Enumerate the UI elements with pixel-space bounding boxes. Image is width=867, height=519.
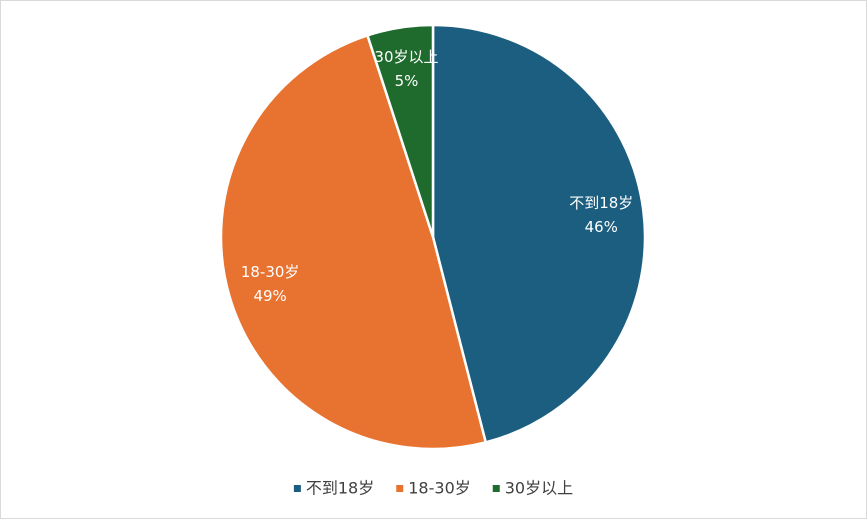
slice-value: 49% xyxy=(253,287,286,305)
pie-slice xyxy=(219,33,488,451)
legend-label: 不到18岁 xyxy=(306,479,374,498)
slice-value: 5% xyxy=(395,72,419,90)
pie-slice xyxy=(365,23,435,238)
slice-label: 30岁以上 xyxy=(374,48,438,66)
slice-value: 46% xyxy=(585,218,618,236)
legend-label: 18-30岁 xyxy=(408,479,471,498)
legend: 不到18岁 18-30岁 30岁以上 xyxy=(293,479,573,498)
legend-marker xyxy=(293,485,301,492)
pie-slice xyxy=(431,23,647,444)
slice-label: 不到18岁 xyxy=(569,194,633,212)
legend-label: 30岁以上 xyxy=(505,479,573,498)
slice-label: 18-30岁 xyxy=(241,263,300,281)
legend-marker xyxy=(396,485,404,492)
legend-marker xyxy=(492,485,500,492)
